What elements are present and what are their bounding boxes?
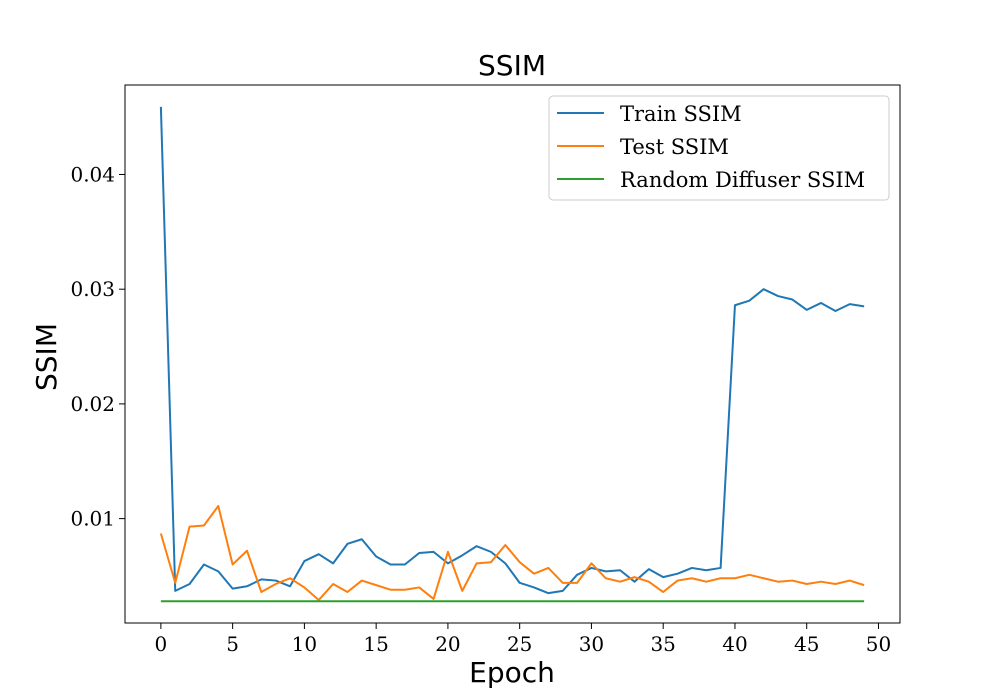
x-tick-label: 5 [226,632,239,656]
axes-frame [124,84,901,624]
x-tick-label: 45 [794,632,819,656]
x-tick-label: 10 [292,632,317,656]
x-axis-label: Epoch [469,656,555,689]
x-axis-ticks: 0 5 10 15 20 25 30 35 40 45 50 [155,623,891,656]
x-tick-label: 0 [155,632,168,656]
y-axis-label: SSIM [30,323,63,391]
legend: Train SSIM Test SSIM Random Diffuser SSI… [548,95,890,201]
x-tick-label: 35 [650,632,675,656]
y-tick-label: 0.01 [70,507,115,531]
legend-box [548,95,890,201]
legend-label-random-diffuser: Random Diffuser SSIM [620,168,865,192]
x-tick-label: 20 [435,632,460,656]
series-line-test-ssim [159,504,865,602]
x-tick-label: 30 [579,632,604,656]
y-tick-label: 0.04 [70,162,115,186]
x-tick-label: 25 [507,632,532,656]
y-tick-label: 0.03 [70,277,115,301]
legend-label-train: Train SSIM [620,102,742,126]
series-line-train-ssim [159,106,865,595]
series-layer [159,106,865,603]
legend-label-test: Test SSIM [620,135,729,159]
y-tick-label: 0.02 [70,392,115,416]
chart-title: SSIM [478,49,546,82]
x-tick-label: 15 [363,632,388,656]
x-tick-label: 50 [866,632,891,656]
y-axis-ticks: 0.01 0.02 0.03 0.04 [70,162,125,531]
x-tick-label: 40 [722,632,747,656]
